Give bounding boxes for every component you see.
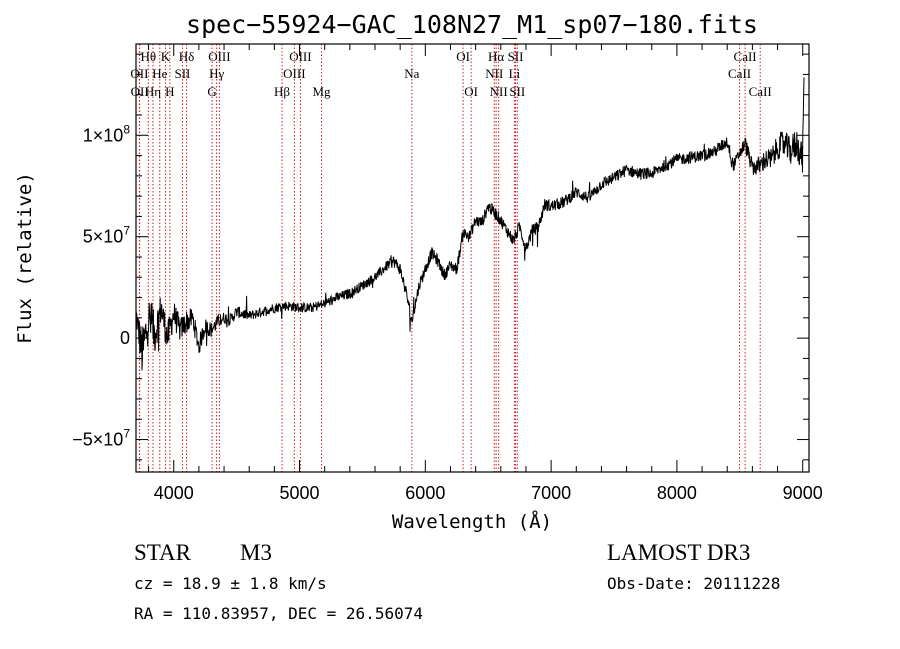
spectral-line-label: OI	[456, 49, 470, 64]
spectral-line-label: OIII	[283, 66, 305, 81]
spectral-line-label: NII	[490, 84, 508, 99]
spectral-line-label: Hα	[488, 49, 504, 64]
y-tick-label: −5×107	[72, 427, 130, 450]
spectral-line-label: OII	[130, 66, 148, 81]
spectral-line-label: K	[161, 49, 171, 64]
redshift-text: cz = 18.9 ± 1.8 km/s	[134, 574, 327, 593]
x-tick-label: 7000	[531, 483, 571, 503]
spectral-line-label: OII	[131, 84, 149, 99]
spectral-line-label: OIII	[289, 49, 311, 64]
spectral-line-label: Mg	[313, 84, 332, 99]
y-tick-mantissa: 5×10	[83, 227, 124, 247]
spectral-line-label: OI	[464, 84, 478, 99]
spectral-line-label: CaII	[749, 84, 772, 99]
spectral-line-label: H	[165, 84, 174, 99]
spectral-line-labels: HθOIIOIIHηHeKHSIIHδGOIIIHγHβOIIIOIIIMgNa…	[130, 49, 771, 99]
y-tick-exponent: 7	[123, 427, 130, 441]
spectral-line-label: Hβ	[274, 84, 290, 99]
spectrum-line	[135, 77, 805, 371]
spectral-line-label: SII	[508, 49, 524, 64]
spectral-line-label: SII	[174, 66, 190, 81]
spectral-line-label: Na	[404, 66, 419, 81]
spectral-line-label: Hδ	[179, 49, 195, 64]
plot-frame	[135, 43, 810, 473]
spectral-line-label: SII	[509, 84, 525, 99]
spectral-line-label: Hθ	[141, 49, 157, 64]
spectral-line-label: NII	[485, 66, 503, 81]
y-axis-label: Flux (relative)	[14, 172, 36, 344]
spectral-line-label: Li	[509, 66, 521, 81]
y-tick-mantissa: −5×10	[72, 430, 123, 450]
spectral-line-label: CaII	[734, 49, 757, 64]
spectrum-series	[135, 77, 805, 371]
chart-title: spec−55924−GAC_108N27_M1_sp07−180.fits	[186, 10, 758, 39]
spectral-line-label: Hη	[145, 84, 161, 99]
x-tick-label: 9000	[783, 483, 823, 503]
spectral-line-label: OIII	[208, 49, 230, 64]
coords-text: RA = 110.83957, DEC = 26.56074	[134, 604, 423, 623]
spectral-line-label: He	[152, 66, 167, 81]
x-tick-label: 8000	[657, 483, 697, 503]
y-tick-mantissa: 1×10	[83, 125, 124, 145]
x-axis-label: Wavelength (Å)	[392, 510, 552, 533]
y-tick-label: 0	[120, 328, 130, 348]
x-axis: 4000 5000 6000 7000 8000 9000	[148, 44, 823, 503]
y-tick-mantissa: 0	[120, 328, 130, 348]
spectral-line-markers	[138, 44, 761, 472]
spectral-line-label: G	[207, 84, 216, 99]
survey-name: LAMOST DR3	[607, 540, 750, 565]
y-tick-label: 5×107	[83, 224, 131, 247]
obs-date-text: Obs-Date: 20111228	[607, 574, 780, 593]
x-tick-label: 5000	[280, 483, 320, 503]
x-tick-label: 6000	[405, 483, 445, 503]
object-class: STAR	[134, 540, 192, 565]
y-tick-exponent: 7	[123, 224, 130, 238]
spectral-line-label: Hγ	[209, 66, 224, 81]
y-tick-label: 1×108	[83, 122, 131, 145]
x-tick-label: 4000	[154, 483, 194, 503]
spectral-line-label: CaII	[728, 66, 751, 81]
y-tick-exponent: 8	[123, 122, 130, 136]
object-subclass: M3	[240, 540, 272, 565]
